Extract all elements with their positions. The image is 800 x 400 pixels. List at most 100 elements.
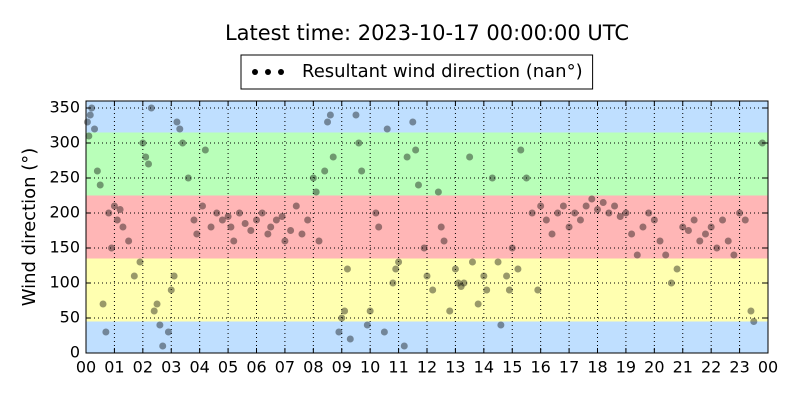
data-point (724, 237, 732, 245)
data-point (437, 223, 445, 231)
legend-box (240, 54, 594, 90)
data-point (224, 213, 232, 220)
data-point (102, 328, 110, 336)
x-tick-label: 10 (360, 358, 380, 377)
data-point (616, 213, 624, 220)
data-point (338, 314, 346, 322)
data-point (170, 272, 178, 280)
data-point (213, 209, 221, 217)
y-tick-label: 50 (60, 308, 80, 327)
x-tick-label: 11 (388, 358, 408, 377)
data-point (628, 230, 636, 238)
x-tick-label: 00 (76, 358, 96, 377)
y-tick-label: 300 (49, 133, 80, 152)
x-tick-label: 18 (587, 358, 607, 377)
data-point (503, 272, 511, 280)
data-point (750, 318, 758, 325)
data-point (142, 153, 150, 161)
data-point (605, 209, 613, 217)
data-point (130, 272, 138, 280)
x-tick-label: 17 (559, 358, 579, 377)
data-point (588, 195, 596, 203)
y-tick-label: 200 (49, 203, 80, 222)
data-point (400, 342, 408, 350)
x-tick-label: 14 (474, 358, 494, 377)
data-point (258, 209, 266, 217)
data-point (136, 258, 144, 266)
data-point (321, 167, 329, 175)
data-point (193, 230, 201, 238)
data-point (352, 111, 360, 119)
legend: Resultant wind direction (nan°) (240, 54, 594, 90)
data-point (451, 265, 459, 273)
data-point (534, 286, 542, 294)
x-tick-label: 13 (445, 358, 465, 377)
data-point (434, 188, 442, 196)
data-point (312, 188, 320, 196)
data-point (86, 111, 94, 119)
data-point (230, 237, 238, 245)
data-point (179, 139, 187, 147)
data-point (537, 202, 545, 210)
data-point (93, 167, 101, 175)
data-point (375, 223, 383, 231)
data-point (389, 279, 397, 287)
data-point (235, 209, 243, 217)
data-point (497, 321, 505, 329)
data-point (267, 223, 275, 231)
data-point (466, 153, 474, 161)
data-point (645, 209, 653, 217)
data-point (159, 342, 167, 350)
x-tick-label: 00 (758, 358, 778, 377)
data-point (412, 146, 420, 154)
data-point (633, 251, 641, 259)
x-tick-label: 07 (275, 358, 295, 377)
data-point (741, 216, 749, 224)
data-point (696, 237, 704, 245)
data-point (457, 283, 465, 290)
data-point (355, 139, 363, 147)
data-point (247, 227, 255, 234)
data-point (673, 265, 681, 273)
data-point (96, 181, 104, 189)
data-point (153, 300, 161, 308)
data-point (679, 223, 687, 231)
data-point (474, 300, 482, 308)
data-point (522, 174, 530, 182)
data-point (719, 216, 727, 224)
data-point (690, 216, 698, 224)
x-tick-label: 20 (644, 358, 664, 377)
x-tick-label: 22 (701, 358, 721, 377)
legend-marker (252, 69, 258, 75)
data-point (571, 209, 579, 217)
data-point (446, 307, 454, 315)
data-point (380, 328, 388, 336)
y-tick-label: 100 (49, 273, 80, 292)
data-point (164, 328, 172, 336)
data-point (363, 321, 371, 329)
x-tick-label: 09 (332, 358, 352, 377)
data-point (483, 286, 491, 294)
data-point (423, 272, 431, 280)
data-point (110, 202, 118, 210)
x-tick-label: 01 (104, 358, 124, 377)
data-point (241, 220, 249, 227)
plot-frame (85, 100, 769, 354)
data-point (199, 202, 207, 210)
data-point (147, 104, 155, 112)
data-point (460, 279, 468, 287)
x-tick-label: 08 (303, 358, 323, 377)
data-point (167, 286, 175, 294)
data-point (264, 230, 272, 238)
data-point (315, 237, 323, 245)
data-point (366, 307, 374, 315)
data-point (565, 223, 573, 231)
data-point (542, 216, 550, 224)
data-point (292, 202, 300, 210)
direction-band (86, 101, 768, 133)
data-point (517, 146, 525, 154)
data-point (594, 206, 601, 213)
data-point (156, 321, 164, 329)
data-point (650, 216, 658, 224)
